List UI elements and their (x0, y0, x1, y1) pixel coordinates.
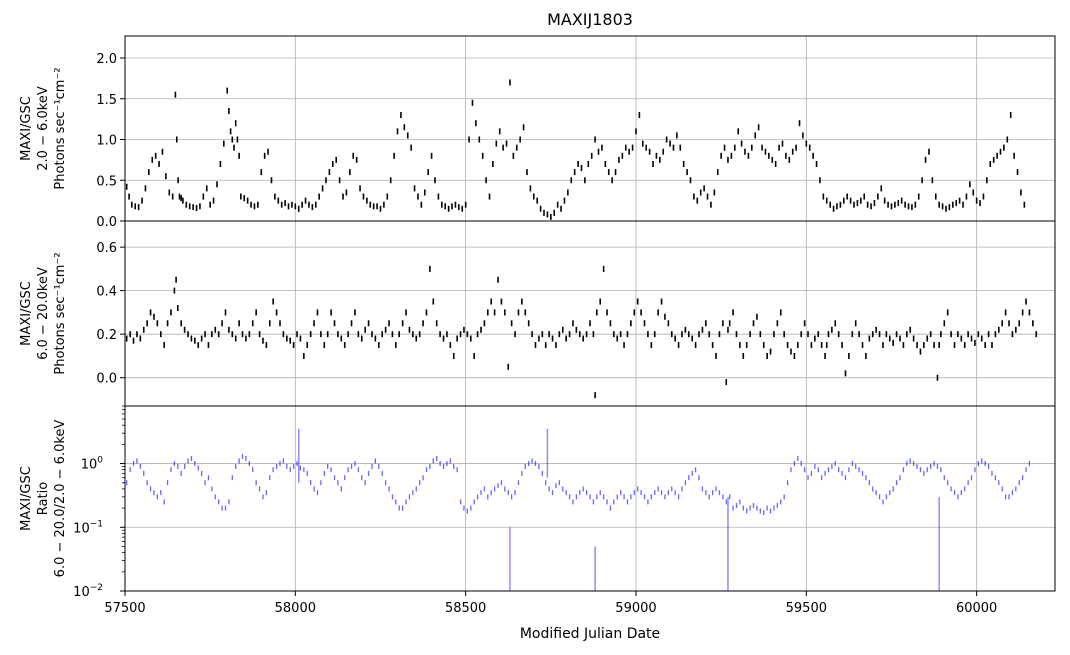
x-tick-label: 60000 (956, 601, 997, 616)
y-tick-label: 0.0 (96, 372, 117, 387)
panel-soft: 0.0 0.5 1.0 1.5 2.0 MAXI/GSC 2.0 − 6.0keV Photo… (19, 35, 1056, 230)
x-axis: 57500 58000 58500 59000 59500 60000 (104, 591, 997, 616)
panel-frame (124, 35, 1056, 222)
x-tick-label: 58500 (445, 601, 486, 616)
x-axis-label: Modified Julian Date (520, 626, 660, 642)
y-axis-label-line: MAXI/GSC (19, 96, 34, 161)
panel-frame (124, 405, 1056, 592)
y-axis-label-line: MAXI/GSC (19, 466, 34, 531)
y-axis-label-line: 6.0 − 20.0keV (36, 267, 51, 360)
x-tick-label: 58000 (275, 601, 316, 616)
y-tick-label: 1.5 (96, 93, 117, 108)
y-tick-label: 10−2 (73, 583, 103, 600)
panel-frame (124, 220, 1056, 407)
y-tick-label: 1.0 (96, 134, 117, 149)
y-axis-label-line: MAXI/GSC (19, 281, 34, 346)
y-tick-label: 2.0 (96, 52, 117, 67)
x-tick-label: 59000 (615, 601, 656, 616)
panel-ratio: 10−2 10−1 100 MAXI/GSC Ratio 6.0 − 20.0/2.0 −… (19, 405, 1056, 600)
y-axis-label-line: 2.0 − 6.0keV (36, 86, 51, 171)
chart-title: MAXIJ1803 (547, 10, 633, 29)
x-tick-label: 57500 (104, 601, 145, 616)
y-tick-label: 100 (81, 456, 104, 473)
panel-hard: 0.0 0.2 0.4 0.6 MAXI/GSC 6.0 − 20.0keV Photons… (19, 220, 1056, 407)
y-tick-label: 0.4 (96, 285, 117, 300)
y-tick-label: 0.5 (96, 174, 117, 189)
y-tick-label: 0.2 (96, 328, 117, 343)
y-tick-label: 10−1 (73, 519, 103, 536)
x-tick-label: 59500 (786, 601, 827, 616)
y-axis-label-line: Photons sec⁻¹cm⁻² (53, 67, 68, 189)
y-axis-label-line: 6.0 − 20.0/2.0 − 6.0keV (53, 420, 68, 578)
y-tick-label: 0.6 (96, 241, 117, 256)
y-axis-label-line: Photons sec⁻¹cm⁻² (53, 252, 68, 374)
y-tick-label: 0.0 (96, 215, 117, 230)
y-axis-label-line: Ratio (36, 482, 51, 515)
